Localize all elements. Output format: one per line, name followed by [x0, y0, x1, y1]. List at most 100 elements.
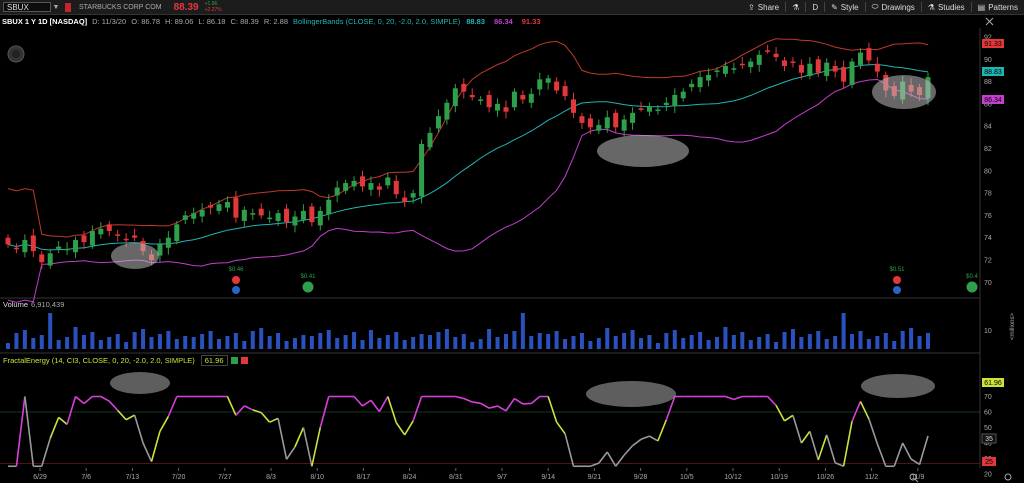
fe-tag: 61.96: [984, 380, 1002, 387]
price-tick: 76: [984, 213, 992, 220]
bb-lower-line: [7, 78, 929, 303]
volume-bar: [90, 332, 95, 349]
fe-segment: [817, 434, 828, 461]
highlight-ellipse[interactable]: [872, 75, 936, 109]
highlight-ellipse[interactable]: [597, 135, 689, 167]
timeframe-button[interactable]: D: [806, 3, 824, 12]
legend-swatch-icon: [230, 357, 238, 364]
candle-down: [841, 67, 847, 82]
style-icon: ✎: [831, 2, 838, 12]
zoom-icon[interactable]: [909, 473, 919, 483]
style-button[interactable]: ✎ Style: [825, 3, 865, 12]
fe-segment: [649, 435, 659, 442]
drawings-button[interactable]: ⬭ Drawings: [866, 2, 921, 12]
volume-bar: [470, 342, 475, 349]
gear-icon[interactable]: [1004, 473, 1012, 481]
ellipse-icon: ⬭: [871, 2, 879, 11]
volume-bar: [588, 341, 593, 349]
dividend-icon[interactable]: [966, 281, 978, 293]
volume-bar: [529, 336, 534, 349]
volume-bar: [613, 336, 618, 349]
candle-down: [613, 112, 619, 128]
divider: [824, 2, 826, 12]
earnings-icon[interactable]: [232, 276, 240, 284]
price-tags: 91.33 88.83 86.34: [982, 39, 1004, 104]
studies-button[interactable]: ⚗ Studies: [922, 3, 971, 12]
price-tick: 82: [984, 146, 992, 153]
volume-bar: [883, 333, 888, 349]
fe-segment: [58, 416, 68, 426]
candle-down: [359, 176, 365, 187]
fe-tick: 50: [984, 425, 992, 432]
mid-tag: 88.83: [984, 69, 1002, 76]
candle-up: [545, 78, 551, 83]
fe-segment: [362, 399, 372, 407]
volume-bar: [926, 333, 930, 349]
fe-segment: [513, 397, 524, 405]
upper-tag: 91.33: [984, 41, 1002, 48]
fractal-label[interactable]: FractalEnergy (14, CI3, CLOSE, 0, 20, -2…: [3, 356, 195, 365]
fe-segment: [725, 395, 735, 401]
candle-down: [30, 235, 36, 252]
fe-segment: [395, 422, 406, 436]
candle-up: [849, 61, 855, 85]
flask-icon: ⚗: [927, 2, 935, 12]
patterns-button[interactable]: ▤ Patterns: [972, 3, 1024, 12]
chevron-down-icon[interactable]: ▼: [52, 3, 60, 11]
fe-25-tag: 25: [985, 459, 993, 466]
fe-segment: [901, 442, 912, 460]
fe-segment: [167, 396, 178, 417]
candle-up: [630, 112, 636, 123]
bb-upper-line: [7, 38, 929, 238]
fe-segment: [142, 442, 153, 462]
earnings-icon[interactable]: [893, 276, 901, 284]
highlight-ellipse[interactable]: [111, 243, 159, 269]
volume-bar: [284, 341, 289, 349]
candle-up: [655, 109, 661, 111]
highlight-ellipse[interactable]: [861, 374, 935, 398]
symbol-input[interactable]: SBUX: [3, 2, 51, 12]
volume-bar: [495, 337, 500, 349]
volume-bar: [816, 331, 821, 349]
fe-segment: [530, 395, 541, 405]
volume-bar: [858, 331, 863, 349]
volume-bar: [242, 341, 247, 349]
fe-segment: [15, 396, 26, 467]
fe-segment: [825, 434, 836, 463]
candle-up: [275, 213, 281, 221]
highlight-ellipse[interactable]: [586, 381, 676, 407]
fe-segment: [834, 462, 844, 467]
volume-bar: [276, 333, 281, 349]
divider: [864, 2, 866, 12]
volume-bar: [639, 338, 644, 349]
bb-study-label[interactable]: BollingerBands (CLOSE, 0, 20, -2.0, 2.0,…: [293, 16, 461, 26]
candle-up: [706, 74, 712, 81]
fe-segment: [24, 396, 35, 467]
flask-button[interactable]: ⚗: [786, 3, 805, 12]
fe-segment: [868, 418, 879, 445]
fe-segment: [133, 414, 144, 444]
date-tick: 9/28: [634, 474, 648, 481]
candle-down: [39, 254, 45, 263]
share-button[interactable]: ⇪ Share: [742, 3, 785, 12]
highlight-ellipse[interactable]: [110, 372, 170, 394]
info-icon[interactable]: [893, 286, 901, 294]
candle-down: [461, 83, 467, 92]
event-markers: $0.46 $0.41 $0.51 $0.4: [228, 267, 978, 294]
candle-up: [680, 91, 686, 99]
candle-up: [182, 215, 188, 220]
close-icon[interactable]: [985, 17, 994, 26]
candle-down: [106, 224, 112, 232]
mid-tag-bg: [982, 67, 1004, 76]
volume-bar: [520, 313, 525, 349]
fractal-energy-line: [8, 395, 929, 468]
volume-bar: [740, 332, 745, 349]
dividend-icon[interactable]: [302, 281, 314, 293]
candle-up: [427, 132, 433, 148]
volume-bar: [318, 333, 323, 349]
divider: [920, 2, 922, 12]
info-icon[interactable]: [232, 286, 240, 294]
volume-bar: [799, 337, 804, 349]
price-tick: 72: [984, 258, 992, 265]
